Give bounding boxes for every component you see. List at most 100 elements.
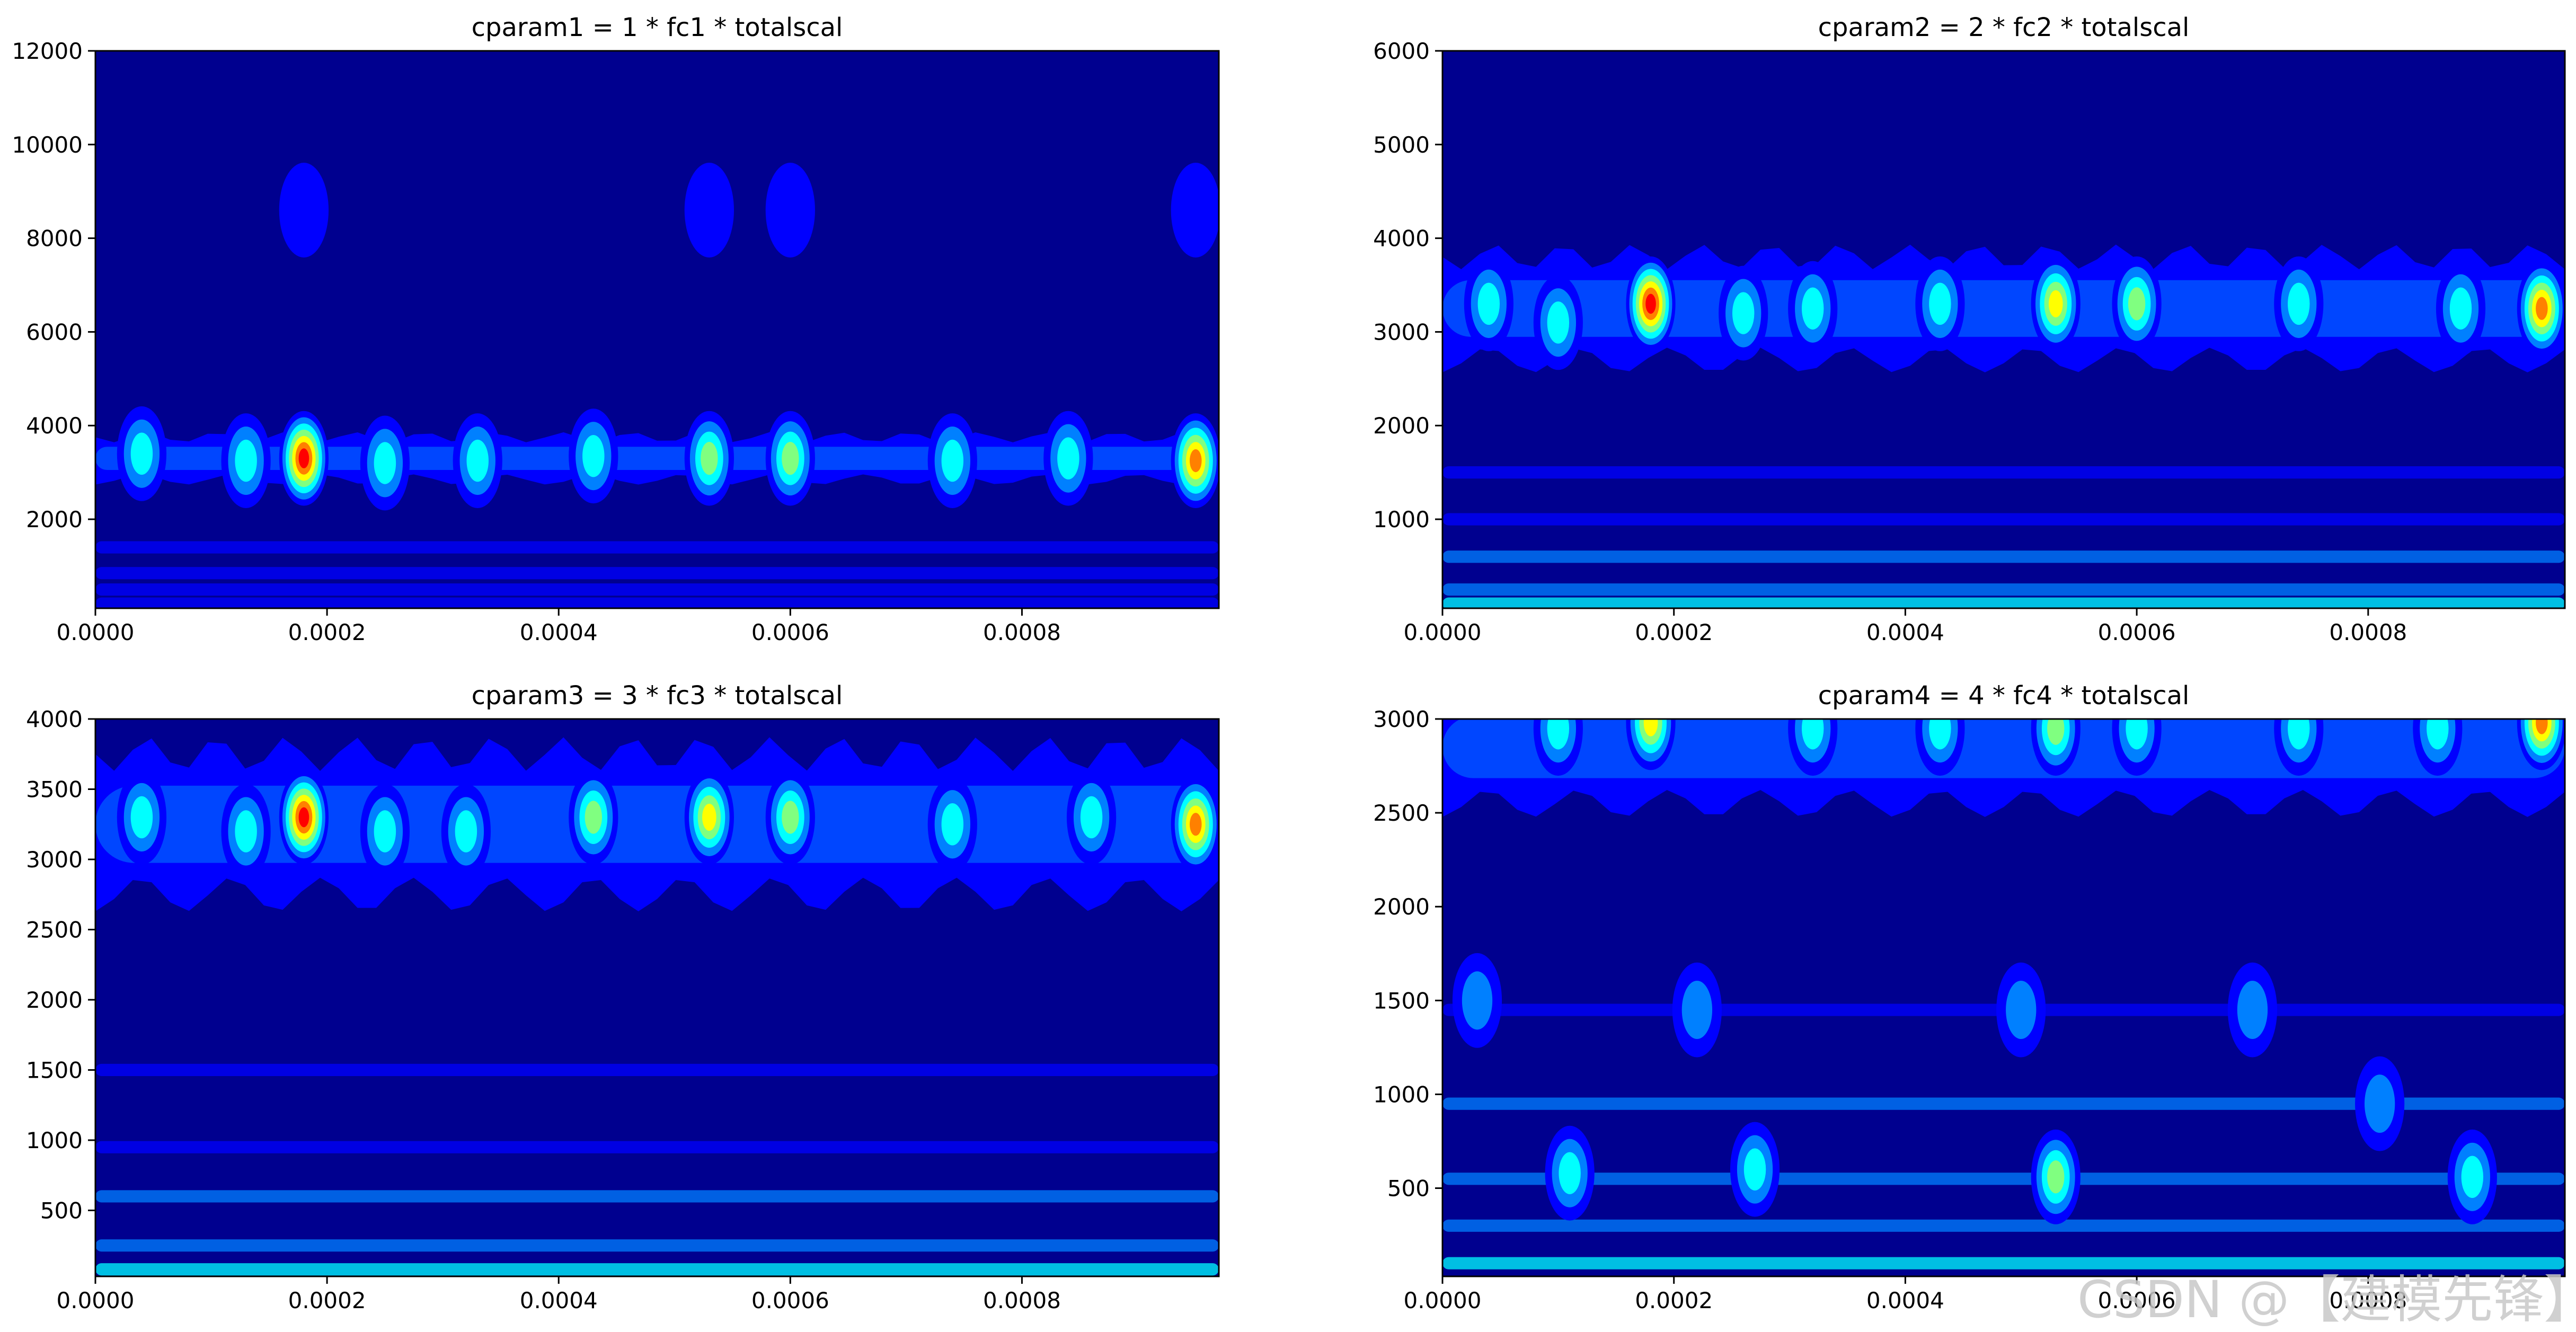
hotspot-1-level-7: [298, 448, 309, 468]
hotspot-15-level-1: [765, 163, 815, 257]
subplot-title: cparam1 = 1 * fc1 * totalscal: [472, 13, 843, 42]
x-tick-label: 0.0006: [751, 619, 829, 645]
y-tick-label: 1000: [1373, 507, 1430, 532]
hotspot-11: [1730, 1122, 1780, 1217]
hotspot-16: [1996, 962, 2046, 1058]
y-tick-label: 500: [40, 1197, 83, 1223]
y-tick-label: 8000: [26, 226, 83, 252]
hotspot-8: [2274, 719, 2324, 776]
y-tick-label: 6000: [26, 319, 83, 345]
hotspot-5: [1915, 256, 1965, 351]
hotspot-10: [360, 415, 410, 511]
band-3: [95, 583, 1219, 596]
subplot-title: cparam2 = 2 * fc2 * totalscal: [1818, 13, 2190, 42]
hotspot-2: [2031, 256, 2081, 351]
hotspot-8: [927, 413, 977, 508]
hotspot-4: [2517, 719, 2565, 770]
hotspot-7: [927, 777, 977, 872]
hotspot-9: [2413, 719, 2463, 776]
hotspot-1-level-7: [1645, 294, 1656, 314]
band-5: [95, 1263, 1219, 1276]
hotspot-7-level-3: [466, 439, 489, 482]
hotspot-3-level-4: [782, 801, 799, 834]
hotspot-8-level-3: [1477, 282, 1500, 325]
x-tick-label: 0.0006: [751, 1287, 829, 1313]
x-tick-label: 0.0008: [983, 619, 1061, 645]
hotspot-10: [1719, 265, 1768, 361]
hotspot-10-level-3: [1732, 292, 1755, 334]
band-1: [95, 541, 1219, 554]
hotspot-5: [1533, 719, 1583, 776]
hotspot-5-level-4: [585, 801, 603, 834]
x-tick-label: 0.0006: [2098, 1287, 2176, 1313]
band-4: [95, 1239, 1219, 1252]
x-tick-label: 0.0008: [983, 1287, 1061, 1313]
hotspot-6-level-3: [235, 439, 257, 482]
band-3: [1442, 1173, 2565, 1185]
axes-frame: [94, 718, 1220, 1277]
y-tick-label: 2000: [1373, 413, 1430, 439]
y-tick-label: 2500: [26, 917, 83, 943]
x-tick-label: 0.0002: [1635, 619, 1713, 645]
contour-field: [95, 737, 1219, 1276]
hotspot-5-level-3: [582, 434, 605, 477]
y-tick-label: 1500: [1373, 988, 1430, 1014]
hotspot-3: [765, 770, 815, 865]
hotspot-4: [1171, 413, 1219, 508]
x-tick-label: 0.0004: [520, 1287, 598, 1313]
band-2: [1442, 513, 2565, 526]
hotspot-7-level-3: [941, 803, 964, 846]
x-tick-label: 0.0000: [1404, 1287, 1482, 1313]
y-tick-label: 3000: [26, 847, 83, 873]
hotspot-1: [1626, 719, 1676, 770]
hotspot-6: [1788, 261, 1838, 356]
hotspot-8-level-3: [2288, 719, 2310, 750]
y-tick-label: 6000: [1373, 38, 1430, 64]
x-tick-label: 0.0004: [1866, 619, 1944, 645]
y-tick-label: 2000: [26, 987, 83, 1013]
hotspot-7: [2274, 256, 2324, 351]
hotspot-6-level-3: [455, 810, 477, 853]
hotspot-15-level-2: [1681, 980, 1713, 1040]
contour-field: [1442, 244, 2565, 608]
hotspot-11-level-3: [2449, 287, 2472, 330]
main-band-core: [1442, 719, 2565, 778]
hotspot-9-level-3: [2427, 719, 2449, 750]
hotspot-11-level-3: [1743, 1148, 1766, 1191]
y-tick-label: 2000: [26, 507, 83, 532]
hotspot-4-level-6: [1189, 449, 1202, 473]
band-4: [95, 597, 1219, 608]
plot-background: [95, 51, 1219, 608]
y-tick-label: 4000: [26, 706, 83, 732]
hotspot-11: [1043, 411, 1093, 506]
hotspot-12: [2031, 1129, 2081, 1224]
hotspot-3-level-3: [2126, 719, 2148, 750]
hotspot-4-level-6: [2536, 719, 2548, 734]
hotspot-14-level-1: [1171, 163, 1219, 257]
band-2: [95, 567, 1219, 580]
hotspot-2-level-5: [702, 803, 716, 831]
hotspot-2: [684, 411, 734, 506]
hotspot-7-level-3: [2288, 282, 2310, 325]
hotspot-2-level-4: [701, 442, 718, 475]
y-tick-label: 5000: [1373, 132, 1430, 158]
band-3: [1442, 550, 2565, 563]
hotspot-10-level-3: [1559, 1152, 1581, 1194]
hotspot-9: [221, 784, 271, 879]
hotspot-3: [2112, 719, 2162, 776]
hotspot-1-level-7: [298, 807, 309, 828]
hotspot-8-level-3: [130, 796, 153, 839]
hotspot-5-level-3: [1547, 719, 1570, 750]
hotspot-18-level-2: [2364, 1075, 2395, 1133]
subplot-3: 0.0000 0.0002 0.0004 0.0006 0.0008 500 1000 150…: [26, 681, 1220, 1313]
y-tick-label: 1500: [26, 1057, 83, 1083]
hotspot-15: [765, 163, 815, 257]
y-tick-label: 10000: [12, 132, 83, 158]
hotspot-1-level-5: [1643, 719, 1658, 736]
subplot-1: 0.0000 0.0002 0.0004 0.0006 0.0008 2000 4000 60…: [12, 13, 1220, 645]
hotspot-15: [1672, 962, 1722, 1058]
hotspot-13: [684, 163, 734, 257]
hotspot-6-level-3: [1802, 719, 1824, 750]
hotspot-1: [279, 770, 329, 865]
